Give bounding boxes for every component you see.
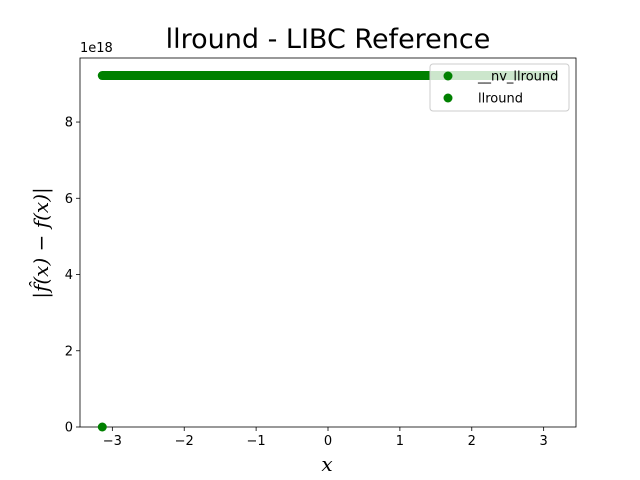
legend-label: llround <box>478 92 523 107</box>
data-marks <box>97 71 559 432</box>
x-tick-label: 0 <box>324 434 332 449</box>
y-tick-label: 2 <box>65 344 73 359</box>
x-axis-ticks: −3 −2 −1 0 1 2 3 <box>103 427 548 449</box>
x-tick-label: −3 <box>103 434 122 449</box>
plot-area <box>79 57 577 428</box>
y-axis-ticks: 0 2 4 6 8 <box>65 116 80 436</box>
x-tick-label: −2 <box>175 434 194 449</box>
plot-frame <box>79 57 577 428</box>
x-axis-label: x <box>321 452 332 476</box>
x-tick-label: 3 <box>540 434 548 449</box>
y-axis-label: |f̂(x) − f(x)| <box>29 187 54 299</box>
y-tick-label: 6 <box>65 192 73 207</box>
y-offset-text: 1e18 <box>80 41 113 56</box>
y-tick-label: 4 <box>65 268 73 283</box>
legend-label: __nv_llround <box>477 70 558 85</box>
x-tick-label: 1 <box>396 434 404 449</box>
y-tick-label: 8 <box>65 116 73 131</box>
legend-marker <box>443 93 453 103</box>
data-point <box>97 422 107 432</box>
chart-title: llround - LIBC Reference <box>166 24 491 55</box>
legend-marker <box>443 71 453 81</box>
x-tick-label: 2 <box>468 434 476 449</box>
legend-box <box>429 63 570 112</box>
y-tick-label: 0 <box>65 421 73 436</box>
x-tick-label: −1 <box>247 434 266 449</box>
